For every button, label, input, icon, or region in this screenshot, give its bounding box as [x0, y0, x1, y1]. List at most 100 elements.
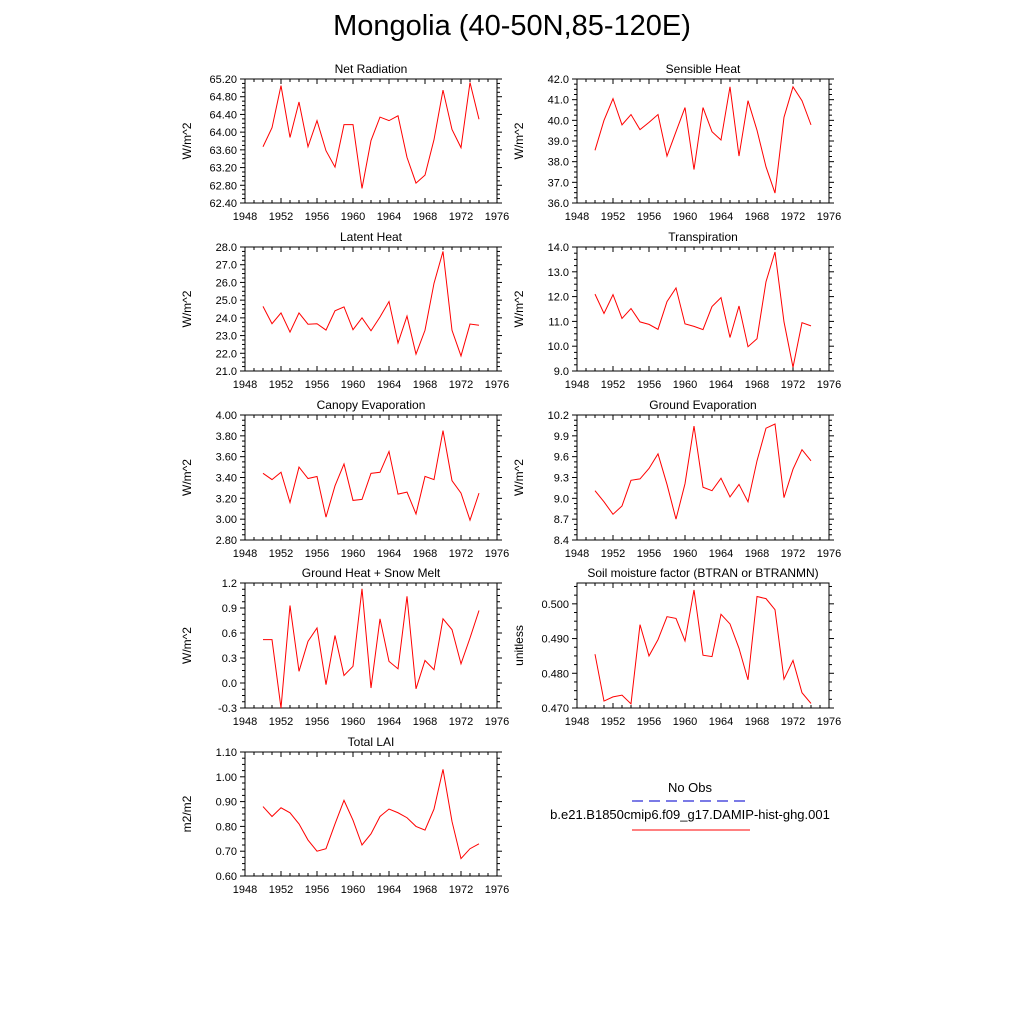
transpiration-xtick-label: 1948 [565, 379, 589, 391]
transpiration-xtick-label: 1964 [709, 379, 733, 391]
transpiration-title: Transpiration [668, 230, 738, 244]
canopy-evaporation-ytick-label: 3.40 [216, 473, 237, 485]
net-radiation-ylabel: W/m^2 [180, 122, 194, 159]
ground-heat-snow-melt-xtick-label: 1964 [377, 716, 401, 728]
ground-heat-snow-melt-xtick-label: 1952 [269, 716, 293, 728]
ground-evaporation-xtick-label: 1956 [637, 548, 661, 560]
latent-heat-xtick-label: 1968 [413, 379, 437, 391]
ground-heat-snow-melt-ytick-label: -0.3 [218, 703, 237, 715]
latent-heat-title: Latent Heat [340, 230, 403, 244]
ground-evaporation-xtick-label: 1972 [781, 548, 805, 560]
ground-evaporation-ytick-label: 8.7 [554, 514, 569, 526]
ground-heat-snow-melt-series-line [263, 588, 480, 709]
total-lai-ytick-label: 1.00 [216, 772, 237, 784]
net-radiation-series-line [262, 82, 480, 189]
sensible-heat-xtick-label: 1972 [781, 211, 805, 223]
transpiration-series-line [594, 251, 812, 368]
soil-moisture-factor-btran-or-btranmn-title: Soil moisture factor (BTRAN or BTRANMN) [587, 566, 818, 580]
panel-sensible-heat: Sensible Heat W/m^2 1948 1952 1956 1960 1964 19… [512, 62, 841, 223]
ground-heat-snow-melt-xtick-label: 1956 [305, 716, 329, 728]
total-lai-ytick-label: 0.70 [216, 846, 237, 858]
latent-heat-ytick-label: 27.0 [216, 260, 237, 272]
sensible-heat-ytick-label: 41.0 [548, 95, 569, 107]
total-lai-xtick-label: 1976 [485, 884, 509, 896]
canopy-evaporation-ytick-label: 2.80 [216, 535, 237, 547]
total-lai-xtick-label: 1972 [449, 884, 473, 896]
canopy-evaporation-xtick-label: 1972 [449, 548, 473, 560]
latent-heat-xtick-label: 1948 [233, 379, 257, 391]
total-lai-ytick-label: 0.60 [216, 871, 237, 883]
net-radiation-ytick-label: 64.40 [209, 109, 237, 121]
total-lai-title: Total LAI [348, 735, 395, 749]
sensible-heat-ytick-label: 39.0 [548, 136, 569, 148]
transpiration-xtick-label: 1968 [745, 379, 769, 391]
ground-evaporation-xtick-label: 1976 [817, 548, 841, 560]
transpiration-frame [576, 246, 830, 372]
soil-moisture-factor-btran-or-btranmn-ytick-label: 0.490 [541, 634, 569, 646]
net-radiation-xtick-label: 1960 [341, 211, 365, 223]
soil-moisture-factor-btran-or-btranmn-series-line [594, 589, 812, 705]
transpiration-xtick-label: 1952 [601, 379, 625, 391]
net-radiation-xtick-label: 1972 [449, 211, 473, 223]
total-lai-xtick-label: 1968 [413, 884, 437, 896]
canopy-evaporation-ytick-label: 3.00 [216, 514, 237, 526]
latent-heat-xtick-label: 1964 [377, 379, 401, 391]
ground-evaporation-title: Ground Evaporation [649, 398, 756, 412]
latent-heat-frame [244, 246, 498, 372]
sensible-heat-xtick-label: 1964 [709, 211, 733, 223]
ground-evaporation-series-line [594, 423, 812, 520]
ground-evaporation-xtick-label: 1968 [745, 548, 769, 560]
panel-ground-evaporation: Ground Evaporation W/m^2 1948 1952 1956 1960 1… [512, 398, 841, 560]
total-lai-xtick-label: 1960 [341, 884, 365, 896]
ground-heat-snow-melt-xtick-label: 1968 [413, 716, 437, 728]
sensible-heat-xtick-label: 1968 [745, 211, 769, 223]
soil-moisture-factor-btran-or-btranmn-frame [576, 582, 830, 709]
net-radiation-ytick-label: 63.60 [209, 145, 237, 157]
canopy-evaporation-xtick-label: 1952 [269, 548, 293, 560]
panel-canopy-evaporation: Canopy Evaporation W/m^2 1948 1952 1956 1960 1… [180, 398, 509, 560]
canopy-evaporation-xtick-label: 1968 [413, 548, 437, 560]
canopy-evaporation-ytick-label: 3.60 [216, 452, 237, 464]
panel-latent-heat: Latent Heat W/m^2 1948 1952 1956 1960 1964 1968… [180, 230, 509, 391]
total-lai-xtick-label: 1952 [269, 884, 293, 896]
net-radiation-ytick-label: 64.80 [209, 92, 237, 104]
ground-evaporation-frame [576, 414, 830, 541]
ground-heat-snow-melt-ytick-label: 1.2 [222, 578, 237, 590]
panel-ground-heat-snow-melt: Ground Heat + Snow Melt W/m^2 1948 1952 1956… [180, 566, 509, 728]
figure-title: Mongolia (40-50N,85-120E) [333, 10, 691, 42]
ground-heat-snow-melt-ytick-label: 0.9 [222, 603, 237, 615]
ground-heat-snow-melt-title: Ground Heat + Snow Melt [302, 566, 441, 580]
transpiration-ytick-label: 11.0 [548, 316, 569, 328]
soil-moisture-factor-btran-or-btranmn-ytick-label: 0.500 [541, 599, 569, 611]
net-radiation-ytick-label: 64.00 [209, 127, 237, 139]
canopy-evaporation-ytick-label: 3.80 [216, 431, 237, 443]
sensible-heat-xtick-label: 1960 [673, 211, 697, 223]
panel-total-lai: Total LAI m2/m2 1948 1952 1956 1960 1964 1968 19… [180, 735, 509, 896]
canopy-evaporation-xtick-label: 1948 [233, 548, 257, 560]
total-lai-ytick-label: 1.10 [216, 747, 237, 759]
transpiration-ytick-label: 12.0 [548, 292, 569, 304]
sensible-heat-ytick-label: 40.0 [548, 115, 569, 127]
ground-heat-snow-melt-ylabel: W/m^2 [180, 627, 194, 664]
ground-heat-snow-melt-xtick-label: 1972 [449, 716, 473, 728]
total-lai-ylabel: m2/m2 [180, 795, 194, 832]
net-radiation-ytick-label: 63.20 [209, 163, 237, 175]
latent-heat-ytick-label: 22.0 [216, 348, 237, 360]
ground-heat-snow-melt-ytick-label: 0.0 [222, 678, 237, 690]
ground-evaporation-ytick-label: 9.3 [554, 473, 569, 485]
total-lai-xtick-label: 1964 [377, 884, 401, 896]
transpiration-xtick-label: 1956 [637, 379, 661, 391]
soil-moisture-factor-btran-or-btranmn-xtick-label: 1976 [817, 716, 841, 728]
ground-evaporation-xtick-label: 1952 [601, 548, 625, 560]
net-radiation-ytick-label: 65.20 [209, 74, 237, 86]
ground-heat-snow-melt-xtick-label: 1976 [485, 716, 509, 728]
transpiration-ylabel: W/m^2 [512, 290, 526, 327]
net-radiation-ytick-label: 62.40 [209, 198, 237, 210]
canopy-evaporation-xtick-label: 1960 [341, 548, 365, 560]
latent-heat-ytick-label: 25.0 [216, 295, 237, 307]
soil-moisture-factor-btran-or-btranmn-ylabel: unitless [512, 625, 526, 666]
net-radiation-xtick-label: 1968 [413, 211, 437, 223]
panel-soil-moisture-factor-btran-or-btranmn: Soil moisture factor (BTRAN or BTRANMN) u… [512, 566, 841, 728]
panel-net-radiation: Net Radiation W/m^2 1948 1952 1956 1960 1964 19… [180, 62, 509, 223]
